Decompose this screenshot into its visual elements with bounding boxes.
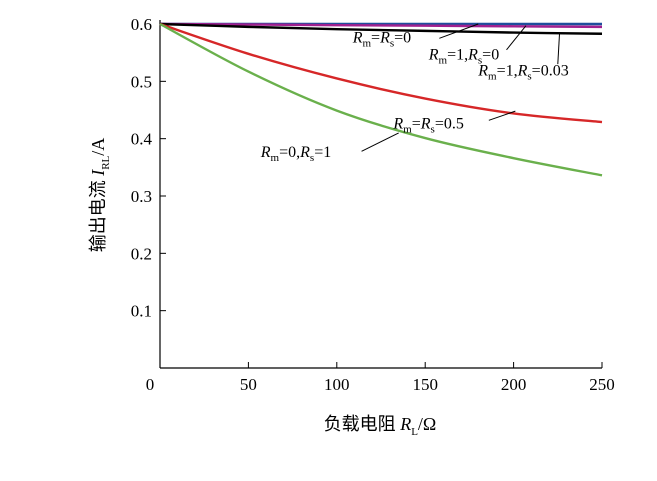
y-axis-ticks: 0.1 0.2 0.3 0.4 0.5 0.6: [131, 15, 166, 321]
x-axis-title: 负载电阻 RL/Ω: [324, 414, 437, 438]
annotation-label: Rm=1,Rs=0.03: [477, 63, 568, 83]
annotation-leader-line: [557, 32, 561, 65]
y-tick-label: 0.1: [131, 302, 152, 321]
y-tick-label: 0.2: [131, 244, 152, 263]
y-tick-label: 0.4: [131, 130, 153, 149]
axes: [159, 20, 602, 369]
annotation-label: Rm=Rs=0.5: [392, 115, 463, 135]
x-tick-label: 50: [240, 375, 257, 394]
x-tick-label: 100: [324, 375, 350, 394]
series-line-3: [159, 22, 603, 35]
x-tick-label: 0: [146, 375, 155, 394]
series-line-5: [159, 22, 603, 177]
series-line-4: [159, 22, 603, 124]
x-tick-label: 150: [412, 375, 438, 394]
series-layer: [159, 22, 603, 177]
annotations: Rm=Rs=0 Rm=1,Rs=0Rm=1,Rs=0.03 Rm=Rs=0.5 Rm=…: [260, 23, 569, 164]
x-tick-label: 200: [501, 375, 527, 394]
y-tick-label: 0.6: [131, 15, 152, 34]
annotation-leader-line: [439, 23, 479, 39]
annotation-label: Rm=1,Rs=0: [428, 47, 499, 67]
annotation-label: Rm=Rs=0: [352, 29, 411, 49]
y-axis-title: 输出电流 IRL/A: [88, 138, 112, 253]
series-line-2: [159, 22, 603, 29]
x-tick-label: 250: [589, 375, 615, 394]
annotation-leader-line: [488, 110, 516, 121]
y-tick-label: 0.3: [131, 187, 152, 206]
annotation-leader-line: [361, 132, 399, 152]
x-axis-ticks: 0 50 100 150 200 250: [146, 362, 615, 394]
y-tick-label: 0.5: [131, 72, 152, 91]
annotation-leader-line: [506, 25, 527, 51]
annotation-label: Rm=0,Rs=1: [260, 144, 331, 164]
